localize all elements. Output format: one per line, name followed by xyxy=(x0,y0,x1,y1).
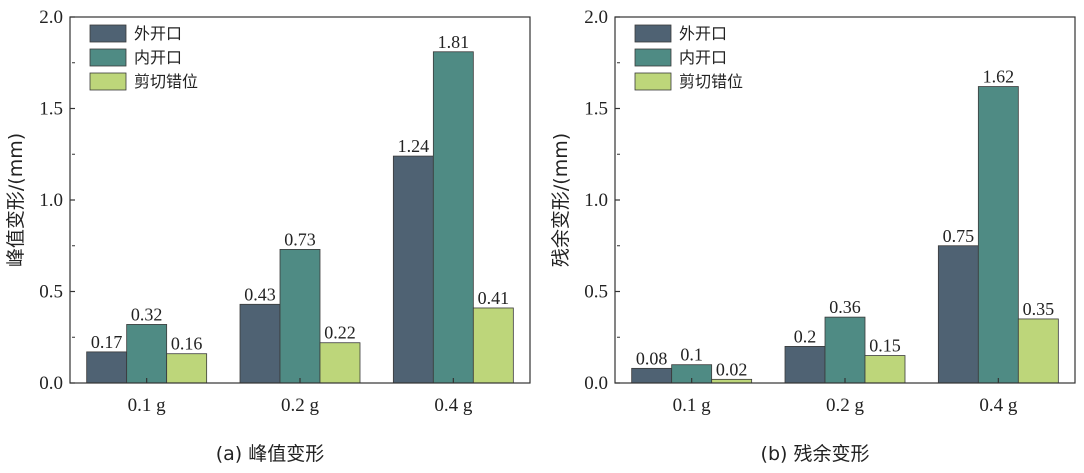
legend-label: 剪切错位 xyxy=(134,72,198,91)
bar-1-3 xyxy=(937,245,979,384)
y-axis-label: 残余变形/(mm) xyxy=(550,133,572,267)
legend-swatch xyxy=(634,48,672,67)
bar-2-1 xyxy=(126,324,168,384)
data-label: 0.1 xyxy=(680,345,703,365)
data-label: 0.22 xyxy=(324,323,356,343)
legend-label: 外开口 xyxy=(134,24,182,43)
chart-residual-deformation: 0.08 0.2 0.75 0.1 0.36 1.62 0.02 0.15 0.35 0.0 0.5… xyxy=(550,7,1076,465)
y-tick-label: 0.0 xyxy=(584,373,608,394)
x-tick-label: 0.4 g xyxy=(434,395,473,416)
bar-1-2 xyxy=(239,303,281,384)
y-tick-label: 1.5 xyxy=(39,99,63,120)
x-tick-label: 0.1 g xyxy=(128,395,167,416)
bar-3-2 xyxy=(319,342,361,384)
data-label: 1.81 xyxy=(438,32,470,52)
legend-label: 内开口 xyxy=(134,48,182,67)
bar-3-3 xyxy=(1017,318,1059,384)
data-label: 0.43 xyxy=(244,284,276,304)
x-tick-label: 0.4 g xyxy=(979,395,1018,416)
bar-2-2 xyxy=(279,249,321,384)
y-tick-label: 0.0 xyxy=(39,373,63,394)
bar-3-2 xyxy=(864,355,906,384)
data-label: 0.75 xyxy=(943,226,975,246)
legend-label: 剪切错位 xyxy=(679,72,743,91)
y-tick-label: 0.5 xyxy=(584,282,608,303)
legend-swatch xyxy=(89,72,127,91)
chart-caption: (a) 峰值变形 xyxy=(216,443,325,465)
data-label: 1.62 xyxy=(983,67,1015,87)
data-label: 0.32 xyxy=(131,304,163,324)
bar-1-1 xyxy=(86,351,128,384)
bar-2-2 xyxy=(824,316,866,384)
data-label: 1.24 xyxy=(398,136,430,156)
legend-swatch xyxy=(89,48,127,67)
data-label: 0.41 xyxy=(478,288,510,308)
legend-label: 内开口 xyxy=(679,48,727,67)
data-label: 0.02 xyxy=(716,359,748,379)
y-tick-label: 1.5 xyxy=(584,99,608,120)
y-tick-label: 2.0 xyxy=(39,7,63,28)
data-label: 0.36 xyxy=(829,297,861,317)
data-label: 0.08 xyxy=(636,348,668,368)
chart-peak-deformation: 0.17 0.43 1.24 0.32 0.73 1.81 0.16 0.22 0.41 0.0 0… xyxy=(5,7,531,465)
x-tick-label: 0.1 g xyxy=(673,395,712,416)
y-tick-label: 1.0 xyxy=(584,190,608,211)
legend-swatch xyxy=(89,24,127,43)
y-tick-label: 0.5 xyxy=(39,282,63,303)
x-tick-label: 0.2 g xyxy=(826,395,865,416)
bar-1-2 xyxy=(784,345,826,384)
chart-caption: (b) 残余变形 xyxy=(761,443,870,465)
data-label: 0.16 xyxy=(171,334,203,354)
legend-swatch xyxy=(634,72,672,91)
legend-swatch xyxy=(634,24,672,43)
data-label: 0.15 xyxy=(869,336,901,356)
bar-2-3 xyxy=(432,51,474,384)
bar-3-1 xyxy=(166,353,208,384)
y-tick-label: 1.0 xyxy=(39,190,63,211)
data-label: 0.2 xyxy=(794,326,817,346)
bar-3-3 xyxy=(472,307,514,384)
legend-label: 外开口 xyxy=(679,24,727,43)
y-tick-label: 2.0 xyxy=(584,7,608,28)
data-label: 0.73 xyxy=(284,229,316,249)
x-tick-label: 0.2 g xyxy=(281,395,320,416)
bar-1-1 xyxy=(631,367,673,384)
data-label: 0.35 xyxy=(1023,299,1055,319)
y-axis-label: 峰值变形/(mm) xyxy=(5,133,27,267)
bar-1-3 xyxy=(392,155,434,384)
data-label: 0.17 xyxy=(91,332,123,352)
bar-2-3 xyxy=(977,86,1019,384)
